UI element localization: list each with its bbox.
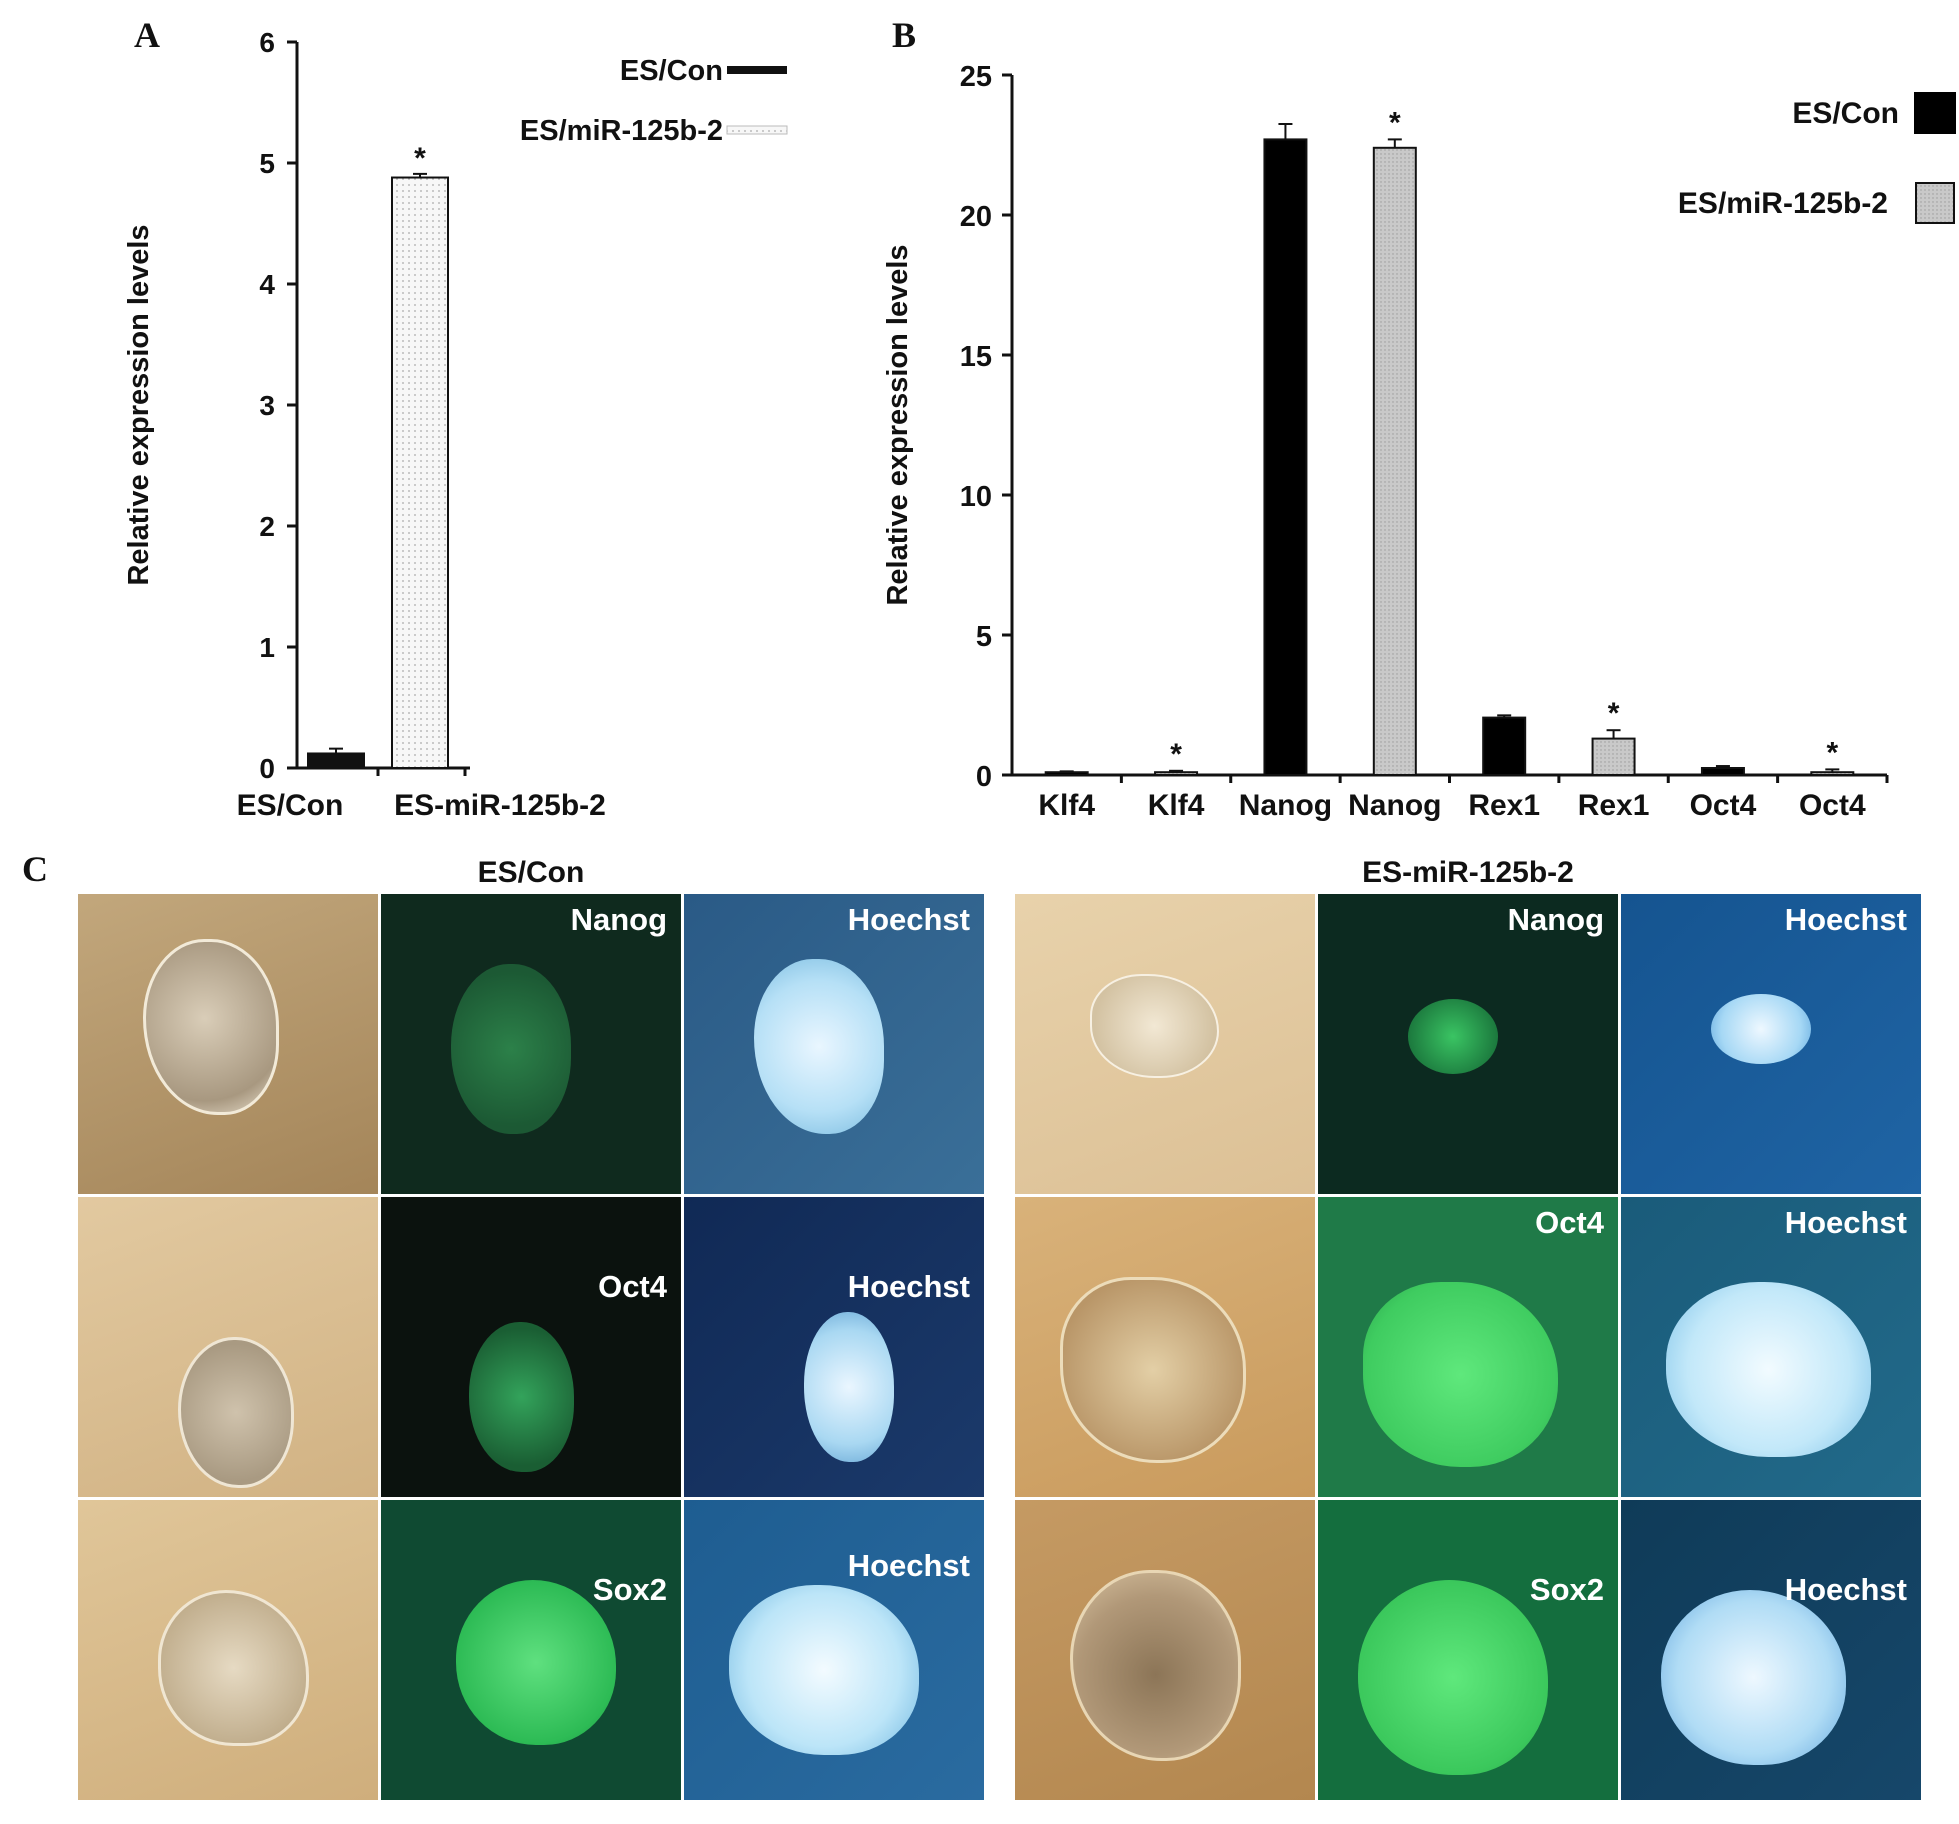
bar [1154,771,1199,777]
y-tick-label: 0 [976,761,992,793]
x-tick-label: ES/Con [237,789,344,822]
fluorescence-tile: Nanog [381,894,681,1194]
panel-letter-c: C [22,849,48,889]
brightfield-tile [78,1197,378,1497]
y-tick-label: 5 [976,621,992,653]
stain-label: Nanog [570,902,667,937]
y-tick-label: 15 [960,341,992,373]
panel-letter-a: A [134,15,160,55]
bar [1044,771,1089,777]
y-tick-label: 5 [259,148,275,179]
significance-marker: * [1826,736,1838,769]
chart-b: 0 5 10 15 20 25 Relative expression levels Klf4… [882,61,1956,822]
x-tick-label: Rex1 [1578,789,1650,822]
y-tick-label: 2 [259,511,275,542]
y-tick-label: 10 [960,481,992,513]
y-tick-label: 20 [960,201,992,233]
bar [307,752,365,769]
x-tick-label: Klf4 [1038,789,1095,822]
legend-label: ES/Con [620,55,723,87]
y-tick-label: 1 [259,632,275,663]
bar [1591,737,1636,776]
legend-swatch [1914,92,1956,134]
fluorescence-tile: Sox2 [1318,1500,1618,1800]
brightfield-tile [78,894,378,1194]
legend-label: ES/Con [1792,97,1899,130]
significance-marker: * [1608,697,1620,730]
fluorescence-tile: Oct4 [381,1197,681,1497]
brightfield-tile [1015,894,1315,1194]
panel-letter-b: B [892,15,917,55]
y-tick-label: 25 [960,61,992,93]
panel-c-right-title: ES-miR-125b-2 [1362,856,1574,889]
stain-label: Hoechst [847,1548,970,1583]
stain-label: Hoechst [847,1269,970,1304]
x-tick-label: Oct4 [1690,789,1757,822]
fluorescence-tile: Nanog [1318,894,1618,1194]
legend-label: ES/miR-125b-2 [1678,187,1888,220]
significance-marker: * [414,142,426,175]
significance-marker: * [1170,738,1182,771]
stain-label: Oct4 [598,1269,667,1304]
stain-label: Hoechst [847,902,970,937]
x-tick-label: Nanog [1348,789,1441,822]
y-tick-label: 4 [259,269,275,300]
legend-swatch [726,125,788,135]
y-axis-label: Relative expression levels [882,244,914,605]
x-tick-label: Klf4 [1148,789,1205,822]
hoechst-tile: Hoechst [1621,1197,1921,1497]
bar [1482,716,1527,776]
stain-label: Oct4 [1535,1205,1604,1240]
stain-label: Hoechst [1784,902,1907,937]
panel-c-left-title: ES/Con [477,856,585,889]
legend-swatch [727,66,787,74]
micrograph-grid-es-con: Nanog Hoechst Oct4 Hoechst Sox2 Hoechst [78,894,984,1800]
y-tick-label: 0 [259,753,275,784]
hoechst-tile: Hoechst [684,1197,984,1497]
stain-label: Hoechst [1784,1205,1907,1240]
significance-marker: * [1389,106,1401,139]
bar [1263,138,1308,776]
stain-label: Nanog [1507,902,1604,937]
stain-label: Hoechst [1784,1572,1907,1607]
fluorescence-tile: Oct4 [1318,1197,1618,1497]
x-tick-label: ES-miR-125b-2 [394,789,606,822]
micrograph-grid-es-mir-125b-2: Nanog Hoechst Oct4 Hoechst Sox2 Hoechst [1015,894,1921,1800]
x-tick-label: Nanog [1239,789,1332,822]
bar [1810,771,1855,777]
stain-label: Sox2 [592,1572,667,1607]
legend-label: ES/miR-125b-2 [520,115,723,147]
hoechst-tile: Hoechst [1621,894,1921,1194]
x-tick-label: Oct4 [1799,789,1866,822]
bar [1372,146,1417,777]
y-axis-label: Relative expression levels [123,224,155,585]
bar [391,176,449,769]
fluorescence-tile: Sox2 [381,1500,681,1800]
brightfield-tile [78,1500,378,1800]
y-tick-label: 3 [259,390,275,421]
hoechst-tile: Hoechst [684,894,984,1194]
legend-swatch [1915,182,1955,224]
chart-a: 0 1 2 3 4 5 6 Relative expression levels * ES/Con… [123,27,788,822]
hoechst-tile: Hoechst [1621,1500,1921,1800]
stain-label: Sox2 [1529,1572,1604,1607]
hoechst-tile: Hoechst [684,1500,984,1800]
brightfield-tile [1015,1197,1315,1497]
y-tick-label: 6 [259,27,275,58]
x-tick-label: Rex1 [1468,789,1540,822]
brightfield-tile [1015,1500,1315,1800]
bar [1700,767,1745,776]
